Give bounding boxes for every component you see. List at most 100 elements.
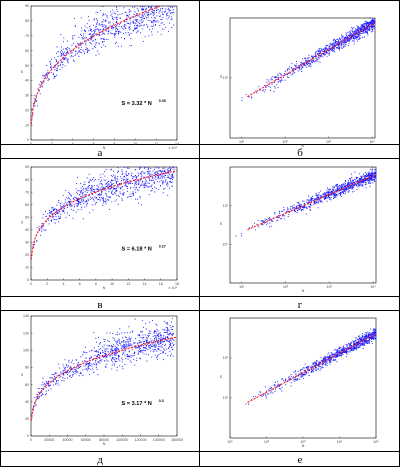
data-point: [75, 203, 77, 205]
data-point: [138, 183, 140, 185]
data-point: [350, 37, 353, 39]
data-point: [297, 379, 299, 381]
data-point: [105, 349, 107, 351]
data-point: [90, 180, 92, 182]
data-point: [145, 339, 148, 341]
data-point: [144, 348, 146, 350]
data-point: [290, 382, 292, 384]
data-point: [304, 207, 306, 209]
data-point: [107, 185, 109, 187]
data-point: [66, 212, 69, 214]
data-point: [170, 12, 172, 14]
data-point: [163, 28, 165, 30]
data-point: [121, 332, 123, 334]
data-point: [100, 360, 102, 362]
data-point: [305, 57, 307, 59]
data-point: [171, 18, 173, 20]
data-point: [346, 188, 348, 190]
data-point: [92, 177, 95, 179]
data-point: [158, 175, 160, 177]
data-point: [274, 388, 277, 390]
data-point: [66, 374, 68, 376]
data-point: [330, 49, 332, 51]
data-point: [75, 370, 77, 372]
data-point: [151, 180, 153, 182]
data-point: [375, 172, 377, 174]
data-point: [79, 365, 81, 368]
data-point: [148, 345, 150, 347]
data-point: [364, 25, 366, 27]
data-point: [79, 194, 81, 196]
data-point: [126, 188, 128, 190]
data-point: [69, 199, 71, 201]
fit-curve: [30, 170, 178, 260]
data-point: [165, 184, 168, 186]
data-point: [112, 357, 114, 359]
data-point: [350, 38, 352, 40]
data-point: [91, 28, 93, 31]
data-point: [98, 29, 100, 31]
data-point: [126, 339, 128, 341]
data-point: [147, 11, 150, 13]
data-point: [145, 178, 147, 180]
data-point: [101, 23, 103, 25]
data-point: [59, 63, 61, 65]
data-point: [117, 180, 119, 182]
data-point: [128, 326, 130, 328]
data-point: [94, 31, 96, 33]
data-point: [76, 198, 78, 200]
data-point: [52, 206, 54, 209]
data-point: [362, 175, 364, 177]
y-tick-label: 30: [25, 241, 29, 245]
data-point: [170, 344, 172, 347]
data-point: [119, 328, 121, 330]
data-point: [264, 218, 266, 220]
data-point: [322, 56, 324, 58]
data-point: [59, 367, 61, 369]
data-point: [68, 375, 70, 377]
data-point: [334, 359, 336, 361]
data-point: [371, 19, 373, 21]
data-point: [118, 338, 120, 340]
data-point: [149, 5, 151, 7]
data-point: [344, 188, 346, 190]
data-point: [53, 209, 56, 211]
data-point: [85, 48, 87, 51]
data-point: [292, 72, 294, 74]
data-point: [66, 59, 68, 61]
data-point: [349, 178, 351, 180]
data-point: [108, 21, 110, 23]
data-point: [128, 14, 130, 16]
data-point: [282, 380, 284, 382]
data-point: [362, 25, 364, 27]
data-point: [280, 80, 282, 82]
y-axis-label: S: [220, 375, 223, 379]
data-point: [270, 77, 272, 79]
data-point: [328, 352, 330, 354]
data-point: [92, 197, 94, 199]
data-point: [129, 331, 131, 333]
data-point: [164, 11, 166, 13]
data-point: [83, 360, 85, 362]
data-point: [291, 67, 293, 69]
data-point: [341, 184, 343, 186]
data-point: [97, 199, 99, 201]
data-point: [85, 365, 87, 367]
data-point: [146, 12, 148, 14]
data-point: [287, 72, 289, 75]
data-point: [72, 38, 74, 40]
data-point: [265, 222, 267, 224]
data-point: [158, 170, 160, 172]
data-point: [105, 38, 107, 40]
data-point: [311, 62, 313, 64]
data-point: [343, 41, 345, 43]
data-point: [278, 79, 280, 81]
data-point: [45, 215, 47, 217]
data-point: [105, 185, 107, 187]
data-point: [123, 25, 126, 27]
data-point: [111, 201, 113, 203]
data-point: [152, 335, 154, 337]
data-point: [126, 196, 128, 198]
data-point: [366, 339, 368, 341]
data-point: [133, 341, 135, 343]
